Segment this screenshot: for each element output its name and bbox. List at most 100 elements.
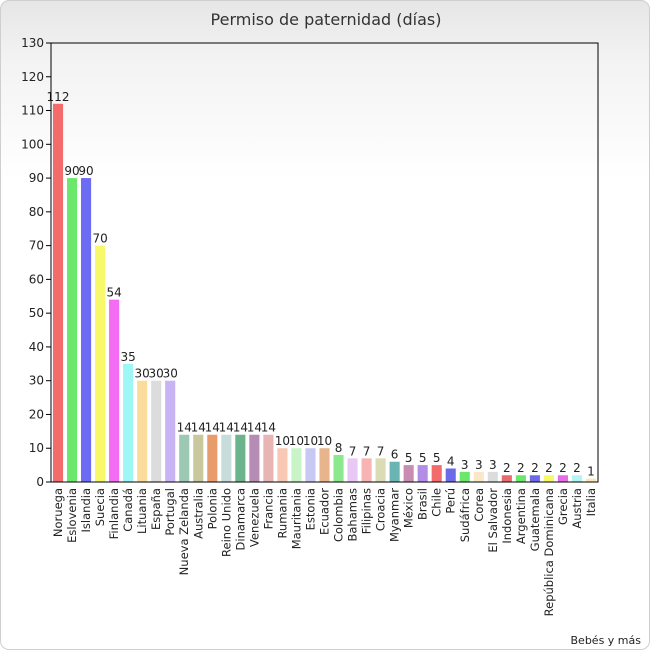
bar[interactable] xyxy=(515,475,526,482)
category-label: República Dominicana xyxy=(542,488,556,616)
bar-value-label: 14 xyxy=(247,421,262,435)
bar[interactable] xyxy=(347,458,358,482)
bar[interactable] xyxy=(137,380,148,482)
bar-value-label: 90 xyxy=(64,164,79,178)
category-label: Estonia xyxy=(303,488,317,530)
bar[interactable] xyxy=(431,465,442,482)
bar[interactable] xyxy=(66,178,78,483)
bar-value-label: 10 xyxy=(317,434,332,448)
bar[interactable] xyxy=(375,458,386,482)
bar-value-label: 2 xyxy=(531,461,539,475)
y-tick-label: 130 xyxy=(21,36,44,50)
value-labels: 1129090705435303030141414141414141010101… xyxy=(47,90,595,479)
bar[interactable] xyxy=(361,458,372,482)
bar-value-label: 14 xyxy=(219,421,234,435)
bar[interactable] xyxy=(557,475,568,482)
bar-value-label: 30 xyxy=(163,367,178,381)
bar[interactable] xyxy=(319,448,330,482)
source-label: Bebés y más xyxy=(571,634,642,647)
bar[interactable] xyxy=(333,454,344,482)
bar-value-label: 7 xyxy=(377,444,385,458)
category-label: Chile xyxy=(430,488,444,517)
bar-value-label: 10 xyxy=(303,434,318,448)
bar-value-label: 3 xyxy=(475,458,483,472)
bar[interactable] xyxy=(109,299,120,482)
bar[interactable] xyxy=(151,380,162,482)
bar[interactable] xyxy=(459,471,470,482)
category-label: Noruega xyxy=(51,488,65,537)
category-label: Australia xyxy=(191,488,205,539)
bar-value-label: 54 xyxy=(106,286,121,300)
bar[interactable] xyxy=(529,475,540,482)
bar[interactable] xyxy=(277,448,288,482)
bar[interactable] xyxy=(417,465,428,482)
bar[interactable] xyxy=(123,363,134,482)
bar-value-label: 6 xyxy=(391,448,399,462)
category-label: Finlandia xyxy=(107,488,121,539)
category-label: Croacia xyxy=(374,488,388,531)
bar[interactable] xyxy=(52,103,64,483)
category-label: Portugal xyxy=(163,488,177,536)
bar-value-label: 14 xyxy=(191,421,206,435)
category-label: Reino Unido xyxy=(219,488,233,557)
bar[interactable] xyxy=(473,471,484,482)
y-tick-label: 40 xyxy=(29,340,44,354)
bar-value-label: 35 xyxy=(121,350,136,364)
bar-value-label: 3 xyxy=(461,458,469,472)
category-label: Lituania xyxy=(135,488,149,534)
bar-value-label: 2 xyxy=(517,461,525,475)
y-tick-label: 0 xyxy=(36,475,44,489)
y-tick-label: 30 xyxy=(29,374,44,388)
bar[interactable] xyxy=(501,475,512,482)
y-tick-label: 120 xyxy=(21,70,44,84)
category-label: Dinamarca xyxy=(233,488,247,550)
bar-value-label: 14 xyxy=(261,421,276,435)
bar-value-label: 7 xyxy=(363,444,371,458)
bar[interactable] xyxy=(487,471,498,482)
bar-value-label: 2 xyxy=(573,461,581,475)
category-label: Filipinas xyxy=(360,488,374,534)
category-label: Ecuador xyxy=(318,488,332,535)
bar[interactable] xyxy=(389,461,400,482)
bar-value-label: 7 xyxy=(349,444,357,458)
category-label: Nueva Zelanda xyxy=(177,488,191,575)
category-label: Rumania xyxy=(275,488,289,539)
bar[interactable] xyxy=(305,448,316,482)
y-tick-label: 50 xyxy=(29,306,44,320)
bar[interactable] xyxy=(221,434,232,482)
y-axis: 0 10 20 30 40 50 60 70 80 90 100 110 120 130 xyxy=(21,36,51,489)
bar-value-label: 5 xyxy=(419,451,427,465)
bars xyxy=(52,103,597,483)
category-label: Indonesia xyxy=(500,488,514,544)
bar[interactable] xyxy=(179,434,190,482)
bar[interactable] xyxy=(81,178,92,483)
bar[interactable] xyxy=(165,380,176,482)
bar[interactable] xyxy=(249,434,260,482)
bar[interactable] xyxy=(235,434,246,482)
bar-value-label: 4 xyxy=(447,454,455,468)
bar[interactable] xyxy=(585,478,597,482)
bar[interactable] xyxy=(291,448,302,482)
category-label: Islandia xyxy=(79,488,93,532)
y-tick-label: 10 xyxy=(29,441,44,455)
bar-value-label: 1 xyxy=(587,465,595,479)
category-label: Perú xyxy=(444,488,458,514)
bar[interactable] xyxy=(95,245,106,482)
bar-value-label: 5 xyxy=(433,451,441,465)
bar[interactable] xyxy=(263,434,274,482)
bar[interactable] xyxy=(193,434,204,482)
bar[interactable] xyxy=(445,468,456,482)
category-label: Venezuela xyxy=(247,488,261,547)
category-label: Colombia xyxy=(332,488,346,542)
category-label: Austria xyxy=(570,488,584,529)
category-label: Grecia xyxy=(556,488,570,525)
bar[interactable] xyxy=(543,475,554,482)
bar[interactable] xyxy=(571,475,583,482)
category-label: Sudáfrica xyxy=(458,488,472,542)
bar[interactable] xyxy=(403,465,414,482)
category-label: Francia xyxy=(261,488,275,529)
category-label: Corea xyxy=(472,488,486,522)
bar[interactable] xyxy=(207,434,218,482)
